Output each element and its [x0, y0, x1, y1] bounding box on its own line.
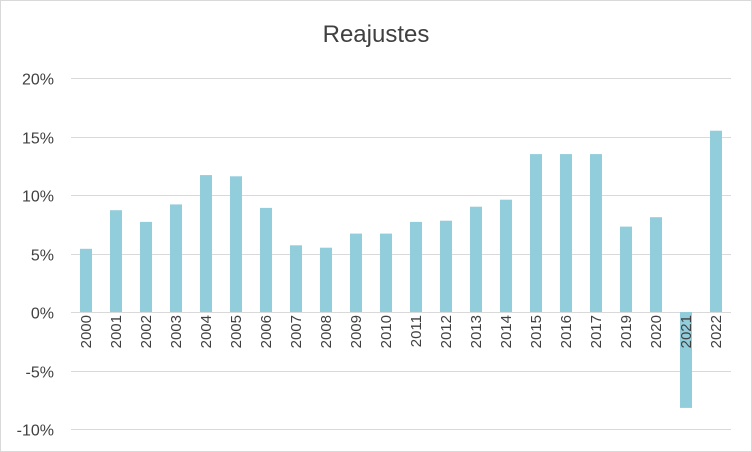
y-axis-tick-labels: 20% 15% 10% 5% 0% -5% -10% — [17, 72, 54, 440]
x-tick-label: 2020 — [648, 315, 665, 348]
chart-title: Reajustes — [322, 21, 430, 48]
x-tick-label: 2013 — [468, 315, 485, 348]
y-tick-label: 0% — [31, 306, 54, 323]
bar-2021 — [680, 312, 692, 408]
bar-2005 — [230, 176, 242, 312]
bar-2000 — [80, 248, 92, 312]
x-tick-label: 2007 — [288, 315, 305, 348]
x-tick-label: 2009 — [348, 315, 365, 348]
bar-2016 — [560, 154, 572, 312]
x-tick-label: 2010 — [378, 315, 395, 348]
bar-2002 — [140, 221, 152, 312]
bar-2011 — [410, 221, 422, 312]
x-tick-label: 2001 — [108, 315, 125, 348]
bar-2003 — [170, 204, 182, 312]
x-tick-label: 2019 — [618, 315, 635, 348]
x-tick-label: 2022 — [708, 315, 725, 348]
y-tick-label: 20% — [22, 72, 54, 89]
x-tick-label: 2012 — [438, 315, 455, 348]
x-tick-label: 2004 — [198, 315, 215, 348]
x-tick-label: 2006 — [258, 315, 275, 348]
bar-2001 — [110, 210, 122, 312]
x-tick-label: 2014 — [498, 315, 515, 348]
bar-2020 — [650, 217, 662, 312]
bar-2007 — [290, 245, 302, 312]
bar-2017 — [590, 154, 602, 312]
y-tick-label: 5% — [31, 248, 54, 265]
x-tick-label: 2015 — [528, 315, 545, 348]
x-tick-label: 2011 — [408, 315, 425, 347]
y-tick-label: 10% — [22, 189, 54, 206]
x-tick-label: 2002 — [138, 315, 155, 348]
y-tick-label: -5% — [26, 365, 54, 382]
x-tick-label: 2003 — [168, 315, 185, 348]
x-tick-label: 2021 — [678, 315, 695, 348]
bars — [80, 130, 722, 408]
bar-2008 — [320, 247, 332, 312]
bar-2019 — [620, 226, 632, 312]
x-tick-label: 2008 — [318, 315, 335, 348]
x-axis-tick-labels: 2000 2001 2002 2003 2004 2005 2006 2007 2008 2009… — [78, 315, 725, 348]
bar-2004 — [200, 175, 212, 312]
bar-2009 — [350, 233, 362, 312]
bar-2006 — [260, 207, 272, 312]
x-tick-label: 2005 — [228, 315, 245, 348]
bar-2010 — [380, 233, 392, 312]
bar-2012 — [440, 220, 452, 312]
x-tick-label: 2016 — [558, 315, 575, 348]
bar-2022 — [710, 130, 722, 312]
bar-2015 — [530, 154, 542, 312]
x-tick-label: 2017 — [588, 315, 605, 348]
y-tick-label: 15% — [22, 131, 54, 148]
bar-2013 — [470, 206, 482, 312]
bar-2014 — [500, 199, 512, 312]
x-tick-label: 2000 — [78, 315, 95, 348]
y-tick-label: -10% — [17, 423, 54, 440]
